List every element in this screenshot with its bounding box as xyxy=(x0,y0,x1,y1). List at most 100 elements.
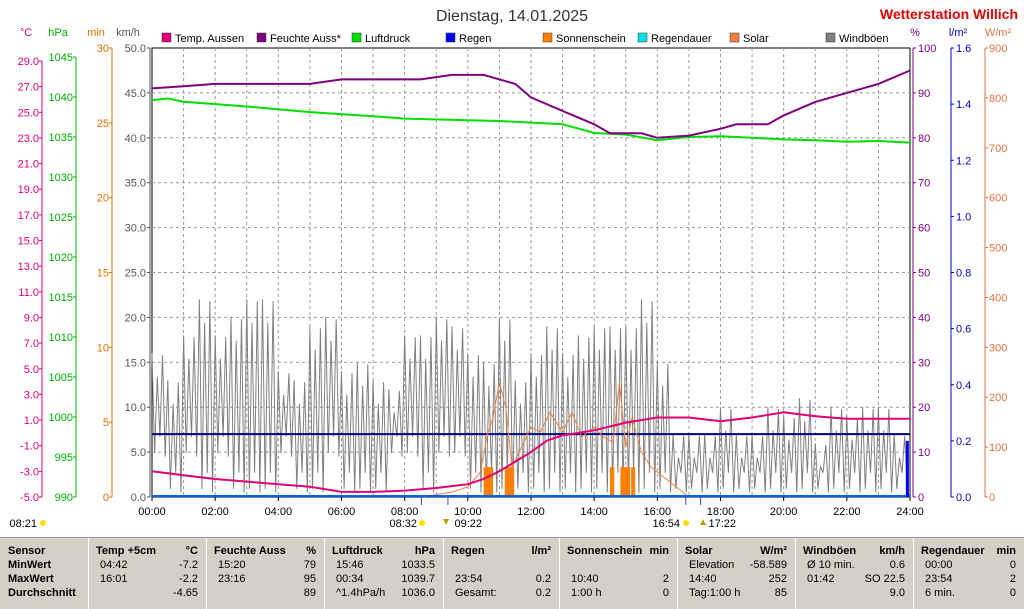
legend: Temp. Aussen Feuchte Auss* Luftdruck Regen S… xyxy=(161,32,889,45)
temp-tick-label: -5.0 xyxy=(20,492,39,504)
rain-bar xyxy=(905,440,909,497)
summary-row: 00:34 1039.7 xyxy=(324,572,443,586)
series-temp xyxy=(151,411,910,493)
x-tick-label: 02:00 xyxy=(201,506,229,518)
summary-column: Solar W/m² Elevation -58.589 14:40 252 Tag:1:0… xyxy=(677,538,795,609)
hpa-tick-label: 1025 xyxy=(49,212,73,224)
summary-header-title: Feuchte Auss xyxy=(214,545,286,557)
summary-column: Windböen km/h Ø 10 min. 0.6 01:42 SO 22.5 9.0 xyxy=(795,538,913,609)
pct-tick-label: 10 xyxy=(918,447,930,459)
summary-row: 00:00 0 xyxy=(913,558,1024,572)
summary-header: Luftdruck hPa xyxy=(324,544,443,558)
lm2-tick-label: 1.6 xyxy=(956,43,971,55)
hpa-tick-label: 1045 xyxy=(49,52,73,64)
summary-header-title: Windböen xyxy=(803,545,857,557)
series-windboeen xyxy=(151,299,908,493)
noon-label: 09:22 xyxy=(454,518,482,530)
summary-header: Feuchte Auss% xyxy=(206,544,324,558)
lm2-tick-label: 0.0 xyxy=(956,492,971,504)
summary-cell-value: 89 xyxy=(303,587,316,599)
summary-cell-value: 9.0 xyxy=(889,587,905,599)
summary-header: Sonnenschein min xyxy=(559,544,677,558)
summary-header-title: Regendauer xyxy=(921,545,985,557)
kmh-tick-label: 40.0 xyxy=(125,133,146,145)
unit-pct: % xyxy=(910,27,920,39)
wm2-tick-label: 700 xyxy=(989,143,1007,155)
summary-cell-time: 00:34 xyxy=(336,573,364,585)
station-name: Wetterstation Willich xyxy=(880,6,1018,22)
min-tick-label: 10 xyxy=(97,342,109,354)
summary-header-unit: l/m² xyxy=(531,545,551,557)
summary-column: Luftdruck hPa 15:46 1033.5 00:34 1039.7 ^1.4hP… xyxy=(324,538,443,609)
summary-row: 23:16 95 xyxy=(206,572,324,586)
x-tick-label: 24:00 xyxy=(896,506,924,518)
hpa-tick-label: 1035 xyxy=(49,132,73,144)
summary-header-unit: % xyxy=(306,545,316,557)
summary-cell-value: 0 xyxy=(662,587,669,599)
temp-tick-label: 27.0 xyxy=(18,82,39,94)
summary-cell-time: 6 min. xyxy=(925,587,955,599)
summary-cell-value: 0.2 xyxy=(535,573,551,585)
kmh-tick-label: 25.0 xyxy=(125,268,146,280)
moon-icon xyxy=(40,520,46,526)
sunshine-bar xyxy=(483,467,494,497)
unit-lm2: l/m² xyxy=(949,27,968,39)
pct-tick-label: 70 xyxy=(918,178,930,190)
temp-tick-label: 19.0 xyxy=(18,184,39,196)
kmh-tick-label: 15.0 xyxy=(125,357,146,369)
temp-tick-label: -3.0 xyxy=(20,466,39,478)
x-tick-label: 20:00 xyxy=(770,506,798,518)
sunset-label: 16:54 xyxy=(652,518,680,530)
legend-swatch xyxy=(825,32,836,43)
temp-tick-label: 1.0 xyxy=(24,415,39,427)
summary-row-label: MinWert xyxy=(8,559,52,571)
pct-tick-label: 0 xyxy=(918,492,924,504)
sun-moon-events: 08:21 08:32 09:22 16:54 17:22 xyxy=(9,497,736,530)
x-tick-label: 16:00 xyxy=(644,506,672,518)
lm2-tick-label: 0.8 xyxy=(956,268,971,280)
legend-label: Sonnenschein xyxy=(556,33,626,45)
hpa-tick-label: 1020 xyxy=(49,252,73,264)
summary-cell-time: 14:40 xyxy=(689,573,717,585)
temp-tick-label: 9.0 xyxy=(24,312,39,324)
summary-cell-value: 252 xyxy=(768,573,787,585)
min-tick-label: 0 xyxy=(103,492,109,504)
column-separator xyxy=(443,538,444,609)
summary-row: MaxWert xyxy=(0,572,88,586)
legend-swatch xyxy=(542,32,553,43)
x-tick-label: 04:00 xyxy=(265,506,293,518)
unit-temp: °C xyxy=(20,27,32,39)
summary-header-unit: min xyxy=(649,545,669,557)
temp-tick-label: -1.0 xyxy=(20,441,39,453)
sunshine-bar xyxy=(631,467,636,497)
pct-tick-label: 100 xyxy=(918,43,936,55)
summary-header-title: Temp +5cm xyxy=(96,545,157,557)
temp-tick-label: 29.0 xyxy=(18,56,39,68)
chart-title: Dienstag, 14.01.2025 xyxy=(436,8,588,25)
summary-cell-time: 23:16 xyxy=(218,573,246,585)
summary-header: Windböen km/h xyxy=(795,544,913,558)
summary-header-unit: °C xyxy=(185,545,198,557)
pct-tick-label: 60 xyxy=(918,223,930,235)
lm2-tick-label: 1.4 xyxy=(956,99,971,111)
summary-column: Feuchte Auss% 15:20 79 23:16 95 89 xyxy=(206,538,324,609)
moonrise-label: 17:22 xyxy=(708,518,736,530)
wm2-tick-label: 100 xyxy=(989,442,1007,454)
summary-row: 1:00 h 0 xyxy=(559,586,677,600)
summary-row: MinWert xyxy=(0,558,88,572)
axes: 00:00 02:00 04:00 06:00 08:00 10:00 12:00 14:00… xyxy=(18,43,1008,518)
sun-icon xyxy=(683,520,689,526)
summary-header: Solar W/m² xyxy=(677,544,795,558)
legend-label: Windböen xyxy=(839,33,889,45)
summary-header: Regen l/m² xyxy=(443,544,559,558)
summary-header-unit: km/h xyxy=(879,545,905,557)
weather-chart: Dienstag, 14.01.2025 Wetterstation Willi… xyxy=(9,6,1018,530)
temp-tick-label: 5.0 xyxy=(24,364,39,376)
hpa-tick-label: 990 xyxy=(55,492,73,504)
x-tick-label: 18:00 xyxy=(707,506,735,518)
x-tick-label: 22:00 xyxy=(833,506,861,518)
temp-tick-label: 3.0 xyxy=(24,389,39,401)
summary-header-unit: hPa xyxy=(414,545,435,557)
legend-label: Solar xyxy=(743,33,769,45)
summary-column: Sonnenschein min 10:40 2 1:00 h 0 xyxy=(559,538,677,609)
